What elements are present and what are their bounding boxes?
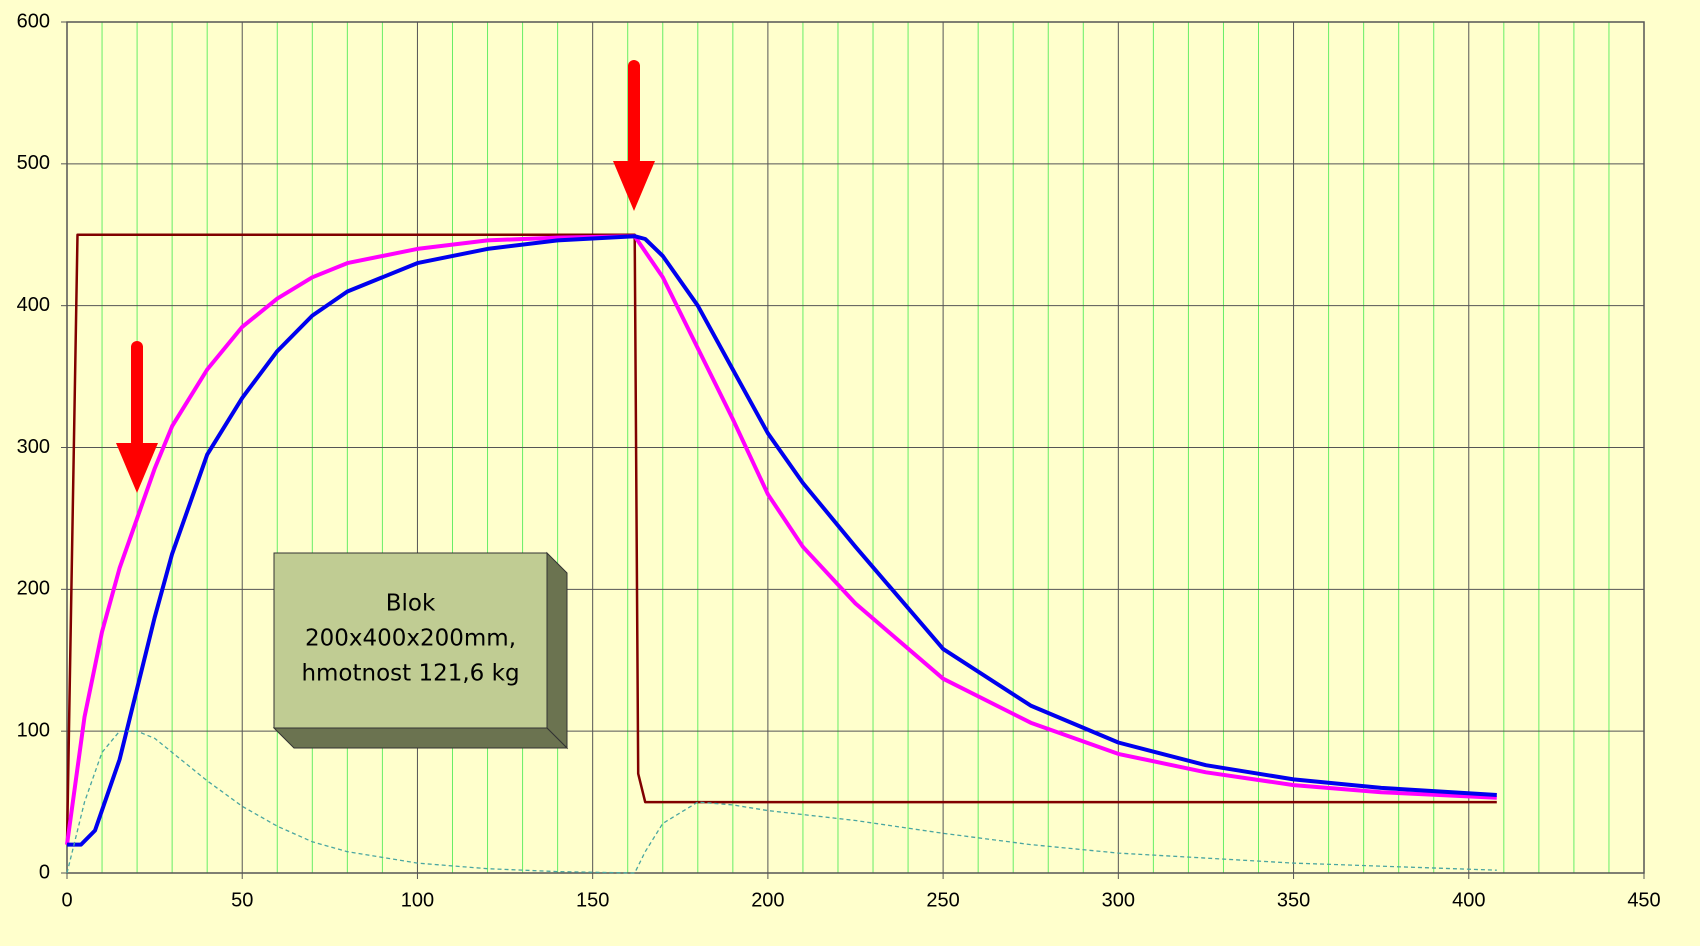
temperature-line bbox=[65, 234, 1497, 845]
arrow bbox=[116, 341, 158, 493]
x-tick-label: 300 bbox=[1102, 889, 1135, 911]
box-bottom bbox=[272, 727, 569, 749]
difference-line bbox=[66, 730, 1497, 874]
arrow bbox=[613, 60, 655, 211]
plot-frame bbox=[66, 21, 1645, 874]
annotation-text: hmotnost 121,6 kg bbox=[301, 661, 519, 687]
y-tick-label: 300 bbox=[17, 436, 50, 458]
x-tick-label: 150 bbox=[576, 889, 609, 911]
y-tick-label: 0 bbox=[39, 861, 50, 883]
x-tick-label: 400 bbox=[1452, 889, 1485, 911]
x-tick-label: 50 bbox=[231, 889, 253, 911]
x-tick-label: 200 bbox=[751, 889, 784, 911]
y-tick-label: 100 bbox=[17, 719, 50, 741]
temperature-line bbox=[65, 233, 1497, 845]
x-tick-label: 450 bbox=[1627, 889, 1660, 911]
arrow-head bbox=[116, 443, 158, 493]
x-tick-label: 0 bbox=[61, 889, 72, 911]
x-tick-label: 100 bbox=[401, 889, 434, 911]
arrow-shaft bbox=[628, 60, 640, 166]
arrow-head bbox=[613, 161, 655, 211]
temperature-line bbox=[67, 234, 1497, 847]
box-side bbox=[546, 551, 568, 750]
y-tick-label: 400 bbox=[17, 294, 50, 316]
annotation-text: Blok bbox=[386, 591, 436, 617]
y-tick-label: 200 bbox=[17, 578, 50, 600]
arrow-shaft bbox=[131, 341, 143, 448]
y-tick-label: 500 bbox=[17, 152, 50, 174]
annotation-text: 200x400x200mm, bbox=[305, 626, 516, 652]
x-tick-label: 350 bbox=[1277, 889, 1310, 911]
x-tick-label: 250 bbox=[926, 889, 959, 911]
annotation-box bbox=[273, 552, 548, 729]
y-tick-label: 600 bbox=[17, 10, 50, 32]
